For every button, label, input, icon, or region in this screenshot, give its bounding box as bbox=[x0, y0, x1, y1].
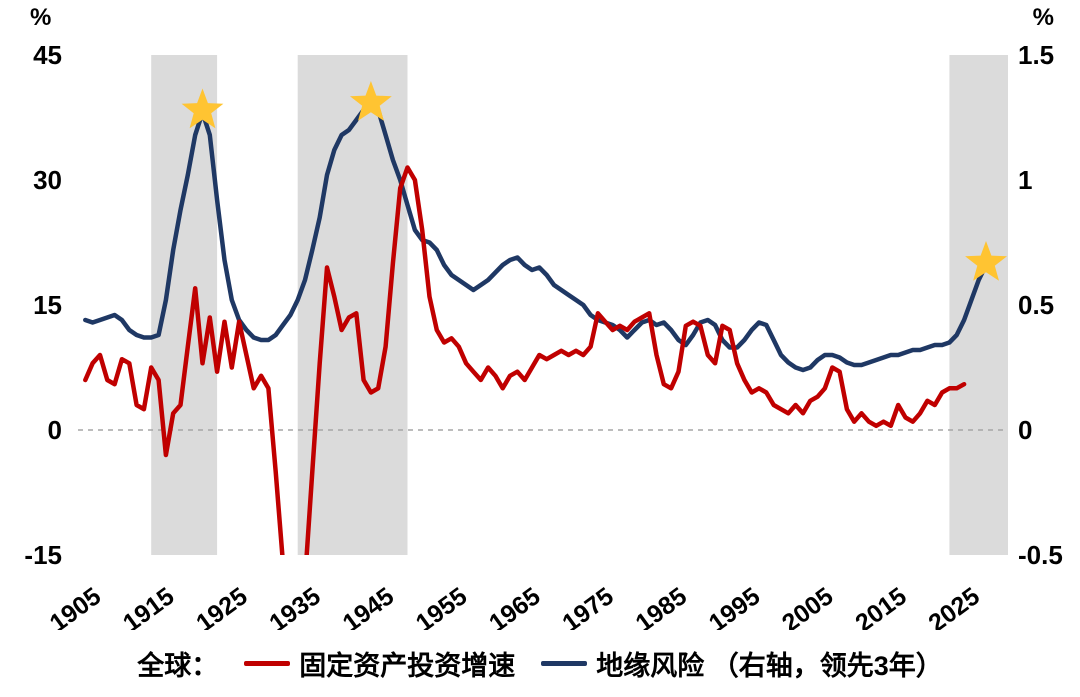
x-axis-tick-label: 2025 bbox=[923, 582, 985, 630]
left-axis-tick-label: 15 bbox=[33, 290, 62, 320]
x-axis-tick-label: 1915 bbox=[118, 582, 180, 630]
highlight-band bbox=[151, 55, 218, 555]
x-axis-tick-label: 1905 bbox=[45, 582, 107, 630]
legend-label-investment: 固定资产投资增速 bbox=[299, 651, 516, 681]
right-axis-tick-label: 1.5 bbox=[1018, 40, 1054, 70]
left-axis-tick-label: 0 bbox=[48, 415, 62, 445]
legend-label-gpr: 地缘风险 （右轴，领先3年） bbox=[596, 651, 943, 681]
x-axis-tick-label: 1935 bbox=[264, 582, 326, 630]
left-axis-tick-label: 30 bbox=[33, 165, 62, 195]
right-axis-tick-label: 0 bbox=[1018, 415, 1032, 445]
geopolitical-risk-line bbox=[83, 102, 989, 373]
legend-item-gpr: 地缘风险 （右轴，领先3年） bbox=[541, 644, 943, 683]
chart-legend: 全球： 固定资产投资增速 地缘风险 （右轴，领先3年） bbox=[0, 644, 1080, 683]
x-axis-tick-label: 2015 bbox=[850, 582, 912, 630]
x-axis-tick-label: 1965 bbox=[484, 582, 546, 630]
star-marker bbox=[181, 88, 224, 129]
star-marker bbox=[350, 81, 392, 121]
left-axis-unit: % bbox=[30, 4, 52, 31]
blue-line-swatch bbox=[541, 661, 588, 666]
red-line-swatch bbox=[244, 661, 291, 666]
right-axis-unit: % bbox=[1032, 4, 1054, 31]
left-axis-tick-label: -15 bbox=[24, 540, 62, 570]
fixed-asset-investment-line bbox=[83, 165, 967, 555]
highlight-band bbox=[949, 55, 1008, 555]
right-axis-tick-label: 0.5 bbox=[1018, 290, 1054, 320]
right-axis-tick-label: 1 bbox=[1018, 165, 1032, 195]
x-axis-tick-label: 1995 bbox=[704, 582, 766, 630]
star-marker bbox=[965, 241, 1007, 281]
legend-prefix: 全球： bbox=[137, 651, 219, 681]
left-axis-tick-label: 45 bbox=[33, 40, 62, 70]
x-axis-tick-label: 1925 bbox=[191, 582, 253, 630]
x-axis-tick-label: 1945 bbox=[338, 582, 400, 630]
right-axis-tick-label: -0.5 bbox=[1018, 540, 1063, 570]
x-axis-tick-label: 1985 bbox=[631, 582, 693, 630]
x-axis-tick-label: 2005 bbox=[777, 582, 839, 630]
legend-item-investment: 固定资产投资增速 bbox=[244, 644, 515, 683]
x-axis-tick-label: 1975 bbox=[557, 582, 619, 630]
x-axis-tick-label: 1955 bbox=[411, 582, 473, 630]
